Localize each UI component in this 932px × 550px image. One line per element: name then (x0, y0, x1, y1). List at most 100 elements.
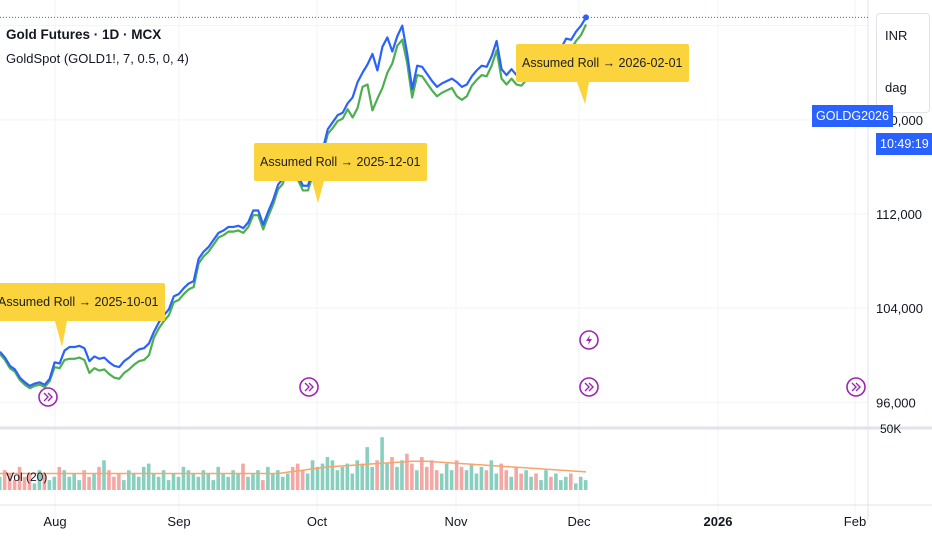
currency-label[interactable]: INR (885, 28, 908, 43)
volume-bar (573, 483, 578, 490)
y-tick-label: 104,000 (876, 301, 923, 316)
volume-bar (52, 476, 57, 490)
volume-bar (77, 480, 81, 490)
x-tick-label: Feb (844, 514, 866, 529)
x-tick-label: 2026 (704, 514, 733, 529)
volume-bar (226, 476, 230, 490)
volume-bar (300, 470, 305, 490)
volume-bar (146, 463, 151, 490)
volume-bar (186, 470, 191, 490)
y-tick-label: 96,000 (876, 395, 916, 410)
roll-label-oct: Assumed Roll → 2025-10-01 (0, 283, 165, 321)
volume-bar (236, 473, 240, 490)
volume-bar (246, 476, 250, 490)
volume-bar (122, 480, 126, 490)
volume-bar (107, 470, 111, 490)
price-tag-symbol: GOLDG2026 (812, 105, 893, 127)
volume-bar (564, 476, 568, 490)
volume-bar (434, 470, 439, 490)
dividend-event-icon (579, 330, 599, 350)
volume-bar (47, 480, 52, 490)
volume-bar (251, 473, 255, 490)
volume-bar (22, 476, 27, 490)
volume-bar (241, 463, 245, 490)
futures-series-line (0, 16, 587, 387)
volume-bar (285, 473, 290, 490)
volume-bar (72, 473, 76, 490)
volume-bar (454, 460, 459, 490)
symbol-title[interactable]: Gold Futures · 1D · MCX (6, 27, 162, 42)
roll-label-feb: Assumed Roll → 2026-02-01 (516, 44, 689, 82)
indicator-label[interactable]: GoldSpot (GOLD1!, 7, 0.5, 0, 4) (6, 51, 189, 66)
price-tag-countdown: 10:49:19 (876, 133, 932, 155)
volume-bar (305, 473, 310, 490)
volume-bar (221, 473, 225, 490)
volume-bar (499, 463, 504, 490)
volume-bar (350, 473, 355, 490)
volume-bar (320, 463, 325, 490)
volume-bar (37, 470, 42, 490)
volume-bar (494, 473, 499, 490)
volume-ma-line (0, 460, 587, 475)
volume-bar (117, 473, 121, 490)
x-tick-label: Sep (167, 514, 190, 529)
volume-bar (17, 466, 22, 490)
volume-label[interactable]: Vol (20) (6, 470, 48, 484)
volume-bar (32, 483, 37, 490)
volume-bar (92, 473, 96, 490)
session-label[interactable]: dag (885, 80, 907, 95)
roll-glyph (304, 382, 314, 392)
volume-bar (355, 460, 360, 490)
volume-bar (420, 457, 424, 490)
volume-bar (469, 463, 474, 490)
volume-bar (360, 463, 365, 490)
volume-bar (365, 447, 369, 490)
volume-bar (449, 470, 454, 490)
volume-bar (166, 480, 171, 490)
volume-series (0, 437, 588, 490)
volume-bar (161, 470, 166, 490)
volume-bar (131, 473, 136, 490)
roll-glyph (851, 382, 861, 392)
volume-bar (171, 473, 176, 490)
volume-bar (410, 463, 414, 490)
volume-bar (191, 473, 196, 490)
volume-bar (57, 466, 62, 490)
last-price-dot (583, 14, 589, 21)
volume-bar (315, 466, 320, 490)
volume-bar (534, 473, 538, 490)
roll-label-dec: Assumed Roll → 2025-12-01 (254, 143, 427, 181)
volume-bar (514, 466, 518, 490)
volume-bar (280, 476, 285, 490)
volume-bar (474, 473, 479, 490)
roll-glyph (584, 382, 594, 392)
volume-bar (0, 476, 2, 490)
volume-bar (112, 476, 116, 490)
volume-bar (539, 480, 543, 490)
spot-series-line (0, 24, 587, 390)
volume-bar (549, 476, 553, 490)
volume-bar (519, 473, 523, 490)
roll-event-icon (299, 377, 319, 397)
volume-bar (385, 463, 389, 490)
volume-bar (444, 463, 449, 490)
volume-bar (429, 460, 434, 490)
roll-glyph (43, 392, 53, 402)
volume-bar (464, 470, 469, 490)
volume-bar (206, 473, 211, 490)
volume-bar (479, 466, 484, 490)
volume-bar (415, 470, 419, 490)
volume-bar (266, 466, 270, 490)
volume-bar (509, 476, 514, 490)
volume-bar (2, 470, 7, 490)
volume-bar (578, 476, 583, 490)
scale-menu[interactable]: INR dag (876, 13, 930, 113)
volume-bar (559, 480, 563, 490)
volume-bar (97, 466, 101, 490)
volume-bar (295, 463, 300, 490)
volume-bar (370, 466, 374, 490)
volume-bar (524, 470, 528, 490)
volume-bar (67, 476, 72, 490)
volume-bar (271, 473, 275, 490)
